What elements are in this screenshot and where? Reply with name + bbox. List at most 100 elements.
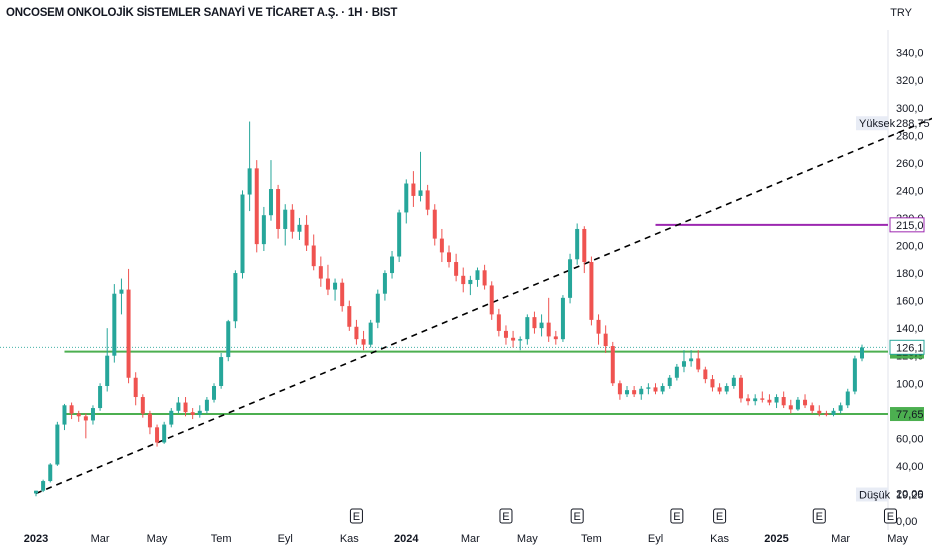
candle-body (617, 383, 622, 395)
candle-body (254, 168, 259, 245)
candle-body (48, 464, 53, 482)
candle-body (247, 168, 252, 195)
candle-body (297, 224, 302, 232)
candle-body (439, 238, 444, 253)
y-tick-label: 200,0 (896, 241, 924, 253)
high-name: Yüksek (859, 118, 896, 130)
x-tick-label: 2024 (394, 533, 419, 545)
candle-body (304, 224, 309, 246)
candle-body (382, 273, 387, 294)
candle-body (219, 357, 224, 387)
candle-body (55, 424, 60, 465)
candle-body (475, 270, 480, 280)
low-name: Düşük (859, 489, 891, 501)
candle-body (489, 285, 494, 315)
candle-body (112, 293, 117, 356)
candle-body (126, 289, 131, 378)
y-tick-label: 0,00 (896, 516, 917, 528)
y-tick-label: 300,0 (896, 103, 924, 115)
candle-body (703, 369, 708, 380)
y-tick-label: 20,00 (896, 488, 924, 500)
high-value: 288,75 (896, 118, 930, 130)
candle-body (817, 410, 822, 414)
candle-body (425, 190, 430, 210)
resistance-label-bg (889, 217, 925, 233)
candle-body (276, 189, 281, 229)
y-tick-label: 320,0 (896, 75, 924, 87)
candle-body (767, 399, 772, 403)
candle-body (62, 405, 67, 425)
candle-body (290, 209, 295, 232)
candle-body (518, 339, 523, 341)
candle-body (69, 405, 74, 414)
candle-body (162, 424, 167, 443)
x-tick-label: Eyl (648, 533, 663, 545)
earnings-event-letter: E (502, 511, 509, 523)
candle-body (333, 282, 338, 290)
candle-body (240, 194, 245, 274)
earnings-event-icon (499, 508, 513, 524)
candle-body (418, 190, 423, 196)
currency-label[interactable]: TRY (890, 7, 912, 19)
y-tick-label: 60,00 (896, 433, 924, 445)
candle-body (105, 355, 110, 387)
x-tick-label: Mar (461, 533, 480, 545)
candle-body (674, 366, 679, 378)
candle-body (390, 256, 395, 274)
candle-body (361, 339, 366, 345)
candle-body (261, 215, 266, 245)
candle-body (98, 386, 103, 409)
x-tick-label: May (887, 533, 908, 545)
x-tick-label: May (147, 533, 168, 545)
candle-body (753, 398, 758, 402)
candle-body (660, 386, 665, 392)
y-tick-label: 240,0 (896, 185, 924, 197)
candle-body (133, 377, 138, 398)
candle-body (810, 405, 815, 411)
earnings-event-letter: E (353, 511, 360, 523)
candle-body (525, 317, 530, 340)
candle-body (560, 297, 565, 340)
candle-body (183, 402, 188, 413)
y-tick-label: 180,0 (896, 268, 924, 280)
x-tick-label: Kas (710, 533, 729, 545)
candle-body (411, 183, 416, 196)
candle-body (432, 209, 437, 239)
candle-body (860, 347, 864, 359)
candle-body (347, 306, 352, 327)
candle-body (731, 377, 736, 387)
candle-body (760, 398, 765, 400)
candle-body (83, 416, 88, 421)
candle-body (596, 319, 601, 334)
resistance-label: 215,0 (896, 220, 924, 232)
candle-body (368, 322, 373, 345)
candle-body (795, 399, 800, 410)
x-tick-label: Mar (831, 533, 850, 545)
candle-body (204, 399, 209, 411)
candle-body (625, 390, 630, 395)
y-tick-label: 140,0 (896, 323, 924, 335)
candle-body (176, 402, 181, 411)
earnings-event-icon (349, 508, 363, 524)
candle-body (397, 212, 402, 257)
candle-body (482, 270, 487, 286)
candle-body (375, 293, 380, 323)
y-tick-label: 280,0 (896, 130, 924, 142)
earnings-event-letter: E (673, 511, 680, 523)
candle-body (696, 358, 701, 370)
candle-body (226, 321, 231, 358)
candle-body (233, 273, 238, 322)
candle-body (76, 413, 81, 417)
candle-body (311, 245, 316, 267)
candle-body (746, 398, 751, 402)
candle-body (724, 386, 729, 392)
candle-body (788, 405, 793, 410)
candle-body (717, 387, 722, 392)
earnings-event-letter: E (716, 511, 723, 523)
y-tick-label: 100,0 (896, 378, 924, 390)
candle-body (568, 259, 573, 298)
candle-body (681, 361, 686, 367)
y-tick-label: 340,0 (896, 48, 924, 60)
